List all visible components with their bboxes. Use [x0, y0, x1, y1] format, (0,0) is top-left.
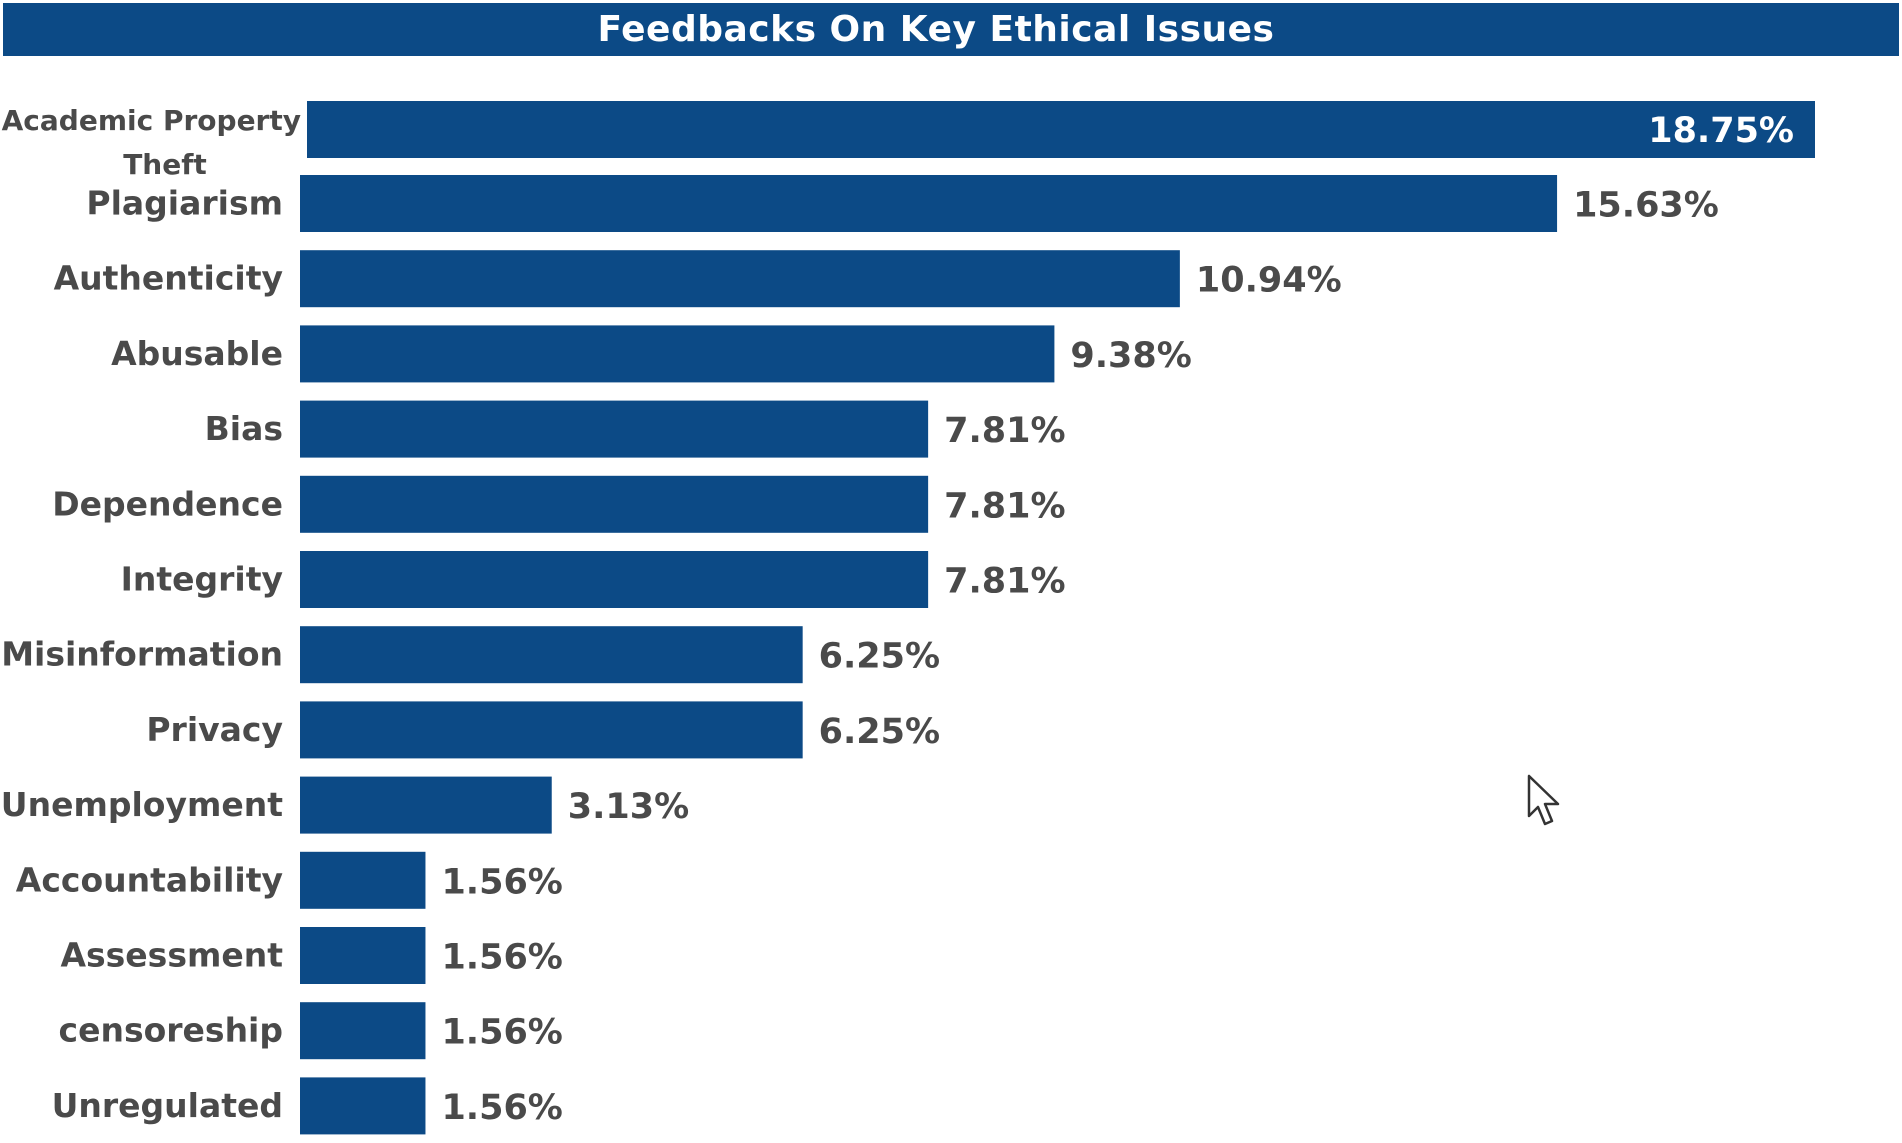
category-label-2: Authenticity [54, 259, 283, 298]
value-label-7: 6.25% [819, 637, 940, 677]
bar-8 [300, 701, 803, 759]
value-label-2: 10.94% [1196, 261, 1342, 301]
value-label-9: 3.13% [568, 787, 689, 827]
category-label-11: Assessment [60, 936, 283, 975]
bar-10 [300, 851, 426, 909]
category-label-13: Unregulated [52, 1086, 283, 1125]
bar-4 [300, 400, 929, 458]
chart-title: Feedbacks On Key Ethical Issues [597, 9, 1275, 50]
bar-12 [300, 1002, 426, 1060]
value-label-11: 1.56% [441, 938, 562, 978]
value-label-3: 9.38% [1070, 336, 1191, 376]
bar-1 [300, 175, 1558, 232]
bar-0 [307, 101, 1815, 158]
bar-3 [300, 325, 1055, 383]
category-label-8: Privacy [146, 710, 283, 749]
value-label-5: 7.81% [944, 486, 1065, 526]
chart-title-bar: Feedbacks On Key Ethical Issues [3, 3, 1899, 56]
category-label-0: Academic Property Theft [2, 104, 301, 181]
value-label-4: 7.81% [944, 411, 1065, 451]
bar-2 [300, 250, 1180, 308]
category-label-12: censoreship [59, 1011, 283, 1050]
bar-6 [300, 551, 929, 608]
bar-7 [300, 626, 803, 684]
value-label-8: 6.25% [819, 712, 940, 752]
mouse-pointer-icon [1527, 774, 1560, 826]
bar-5 [300, 475, 929, 533]
category-label-5: Dependence [52, 484, 283, 523]
value-label-1: 15.63% [1573, 186, 1719, 226]
bar-9 [300, 776, 552, 834]
category-label-9: Unemployment [1, 785, 283, 824]
category-label-6: Integrity [121, 560, 283, 599]
bar-11 [300, 927, 426, 984]
category-label-1: Plagiarism [86, 184, 283, 223]
value-label-12: 1.56% [441, 1013, 562, 1053]
category-label-4: Bias [205, 409, 283, 448]
bar-13 [300, 1077, 426, 1135]
category-label-3: Abusable [111, 334, 283, 373]
value-label-0: 18.75% [1648, 111, 1794, 151]
value-label-6: 7.81% [944, 562, 1065, 602]
value-label-10: 1.56% [441, 862, 562, 902]
value-label-13: 1.56% [441, 1088, 562, 1128]
category-label-10: Accountability [16, 860, 283, 899]
category-label-7: Misinformation [1, 635, 283, 674]
